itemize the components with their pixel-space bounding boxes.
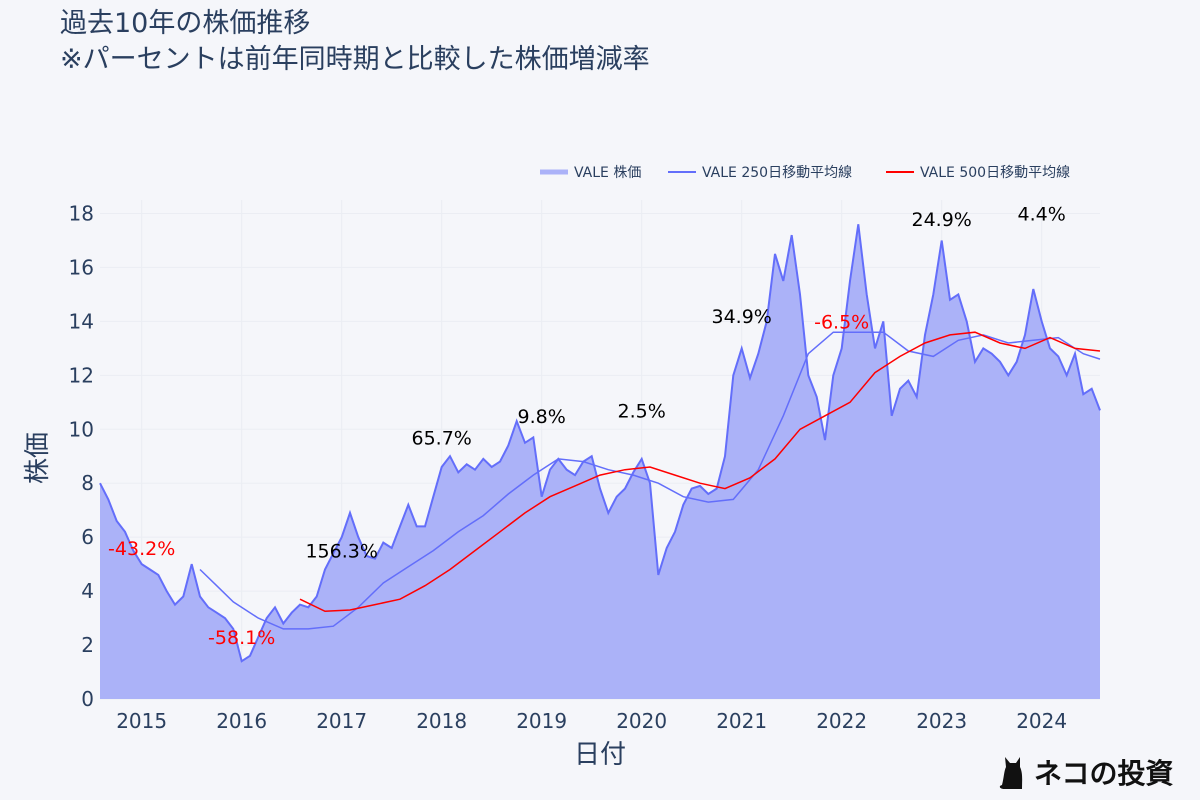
price-area — [100, 224, 1100, 700]
yoy-change-label: -43.2% — [108, 538, 175, 560]
x-axis-title: 日付 — [574, 740, 626, 770]
yoy-change-label: 34.9% — [711, 306, 771, 328]
cat-icon — [999, 757, 1023, 789]
legend: VALE 株価 VALE 250日移動平均線 VALE 500日移動平均線 — [540, 165, 1070, 181]
yoy-change-label: 2.5% — [618, 400, 666, 422]
ma250-line — [199, 331, 1101, 630]
yoy-change-label: -6.5% — [814, 311, 869, 333]
yoy-change-label: 65.7% — [411, 427, 471, 449]
y-axis-title: 株価 — [23, 432, 53, 484]
legend-label: VALE 500日移動平均線 — [920, 165, 1070, 181]
y-tick-label: 10 — [69, 417, 94, 441]
yoy-change-label: -58.1% — [208, 627, 275, 649]
y-tick-label: 12 — [69, 363, 94, 387]
title-line-2: ※パーセントは前年同時期と比較した株価増減率 — [60, 44, 650, 75]
ma500-line — [299, 331, 1101, 613]
y-tick-label: 14 — [69, 309, 94, 333]
x-tick-label: 2017 — [316, 709, 367, 733]
price-line — [99, 224, 1101, 663]
y-tick-label: 4 — [81, 579, 94, 603]
x-tick-label: 2015 — [116, 709, 167, 733]
x-tick-label: 2020 — [616, 709, 667, 733]
y-tick-label: 18 — [69, 201, 94, 225]
x-tick-label: 2022 — [816, 709, 867, 733]
y-tick-label: 16 — [69, 255, 94, 279]
y-tick-label: 8 — [81, 471, 94, 495]
chart-title: 過去10年の株価推移 ※パーセントは前年同時期と比較した株価増減率 — [60, 6, 650, 78]
x-tick-label: 2018 — [416, 709, 467, 733]
x-tick-label: 2019 — [516, 709, 567, 733]
legend-label: VALE 250日移動平均線 — [702, 165, 852, 181]
x-tick-label: 2023 — [916, 709, 967, 733]
yoy-change-label: 24.9% — [911, 209, 971, 231]
x-tick-label: 2016 — [216, 709, 267, 733]
title-line-1: 過去10年の株価推移 — [60, 8, 311, 39]
legend-label: VALE 株価 — [574, 165, 641, 181]
x-tick-label: 2024 — [1016, 709, 1067, 733]
y-tick-label: 2 — [81, 633, 94, 657]
y-tick-label: 6 — [81, 525, 94, 549]
logo-text: ネコの投資 — [1034, 757, 1174, 790]
yoy-change-label: 4.4% — [1018, 203, 1066, 225]
y-tick-label: 0 — [81, 687, 94, 711]
yoy-change-label: 156.3% — [305, 541, 377, 563]
logo: ネコの投資 — [996, 752, 1173, 792]
x-tick-label: 2021 — [716, 709, 767, 733]
yoy-change-label: 9.8% — [518, 406, 566, 428]
